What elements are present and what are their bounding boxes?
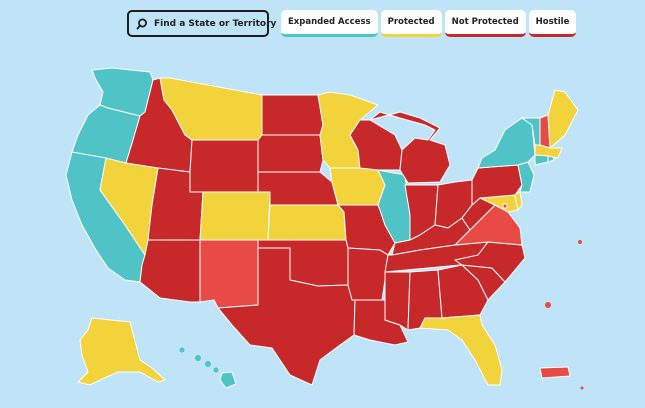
state-ia[interactable] xyxy=(329,167,386,206)
legend-expanded-access[interactable]: Expanded Access xyxy=(281,10,378,37)
legend-not-protected[interactable]: Not Protected xyxy=(444,10,526,37)
search-field[interactable]: Find a State or Territory xyxy=(127,10,276,37)
state-de[interactable] xyxy=(514,191,523,211)
state-mi[interactable] xyxy=(369,111,451,184)
state-co[interactable] xyxy=(199,191,271,241)
state-fl[interactable] xyxy=(419,314,503,386)
state-nc[interactable] xyxy=(454,241,526,283)
state-sd[interactable] xyxy=(257,134,324,173)
state-nm[interactable] xyxy=(199,239,259,309)
territory-islands xyxy=(545,240,584,390)
state-la[interactable] xyxy=(351,299,409,346)
legend-protected[interactable]: Protected xyxy=(380,10,442,37)
state-pr[interactable] xyxy=(539,366,571,379)
state-wi[interactable] xyxy=(349,119,403,171)
state-wy[interactable] xyxy=(189,139,259,193)
state-nd[interactable] xyxy=(261,94,324,136)
state-me[interactable] xyxy=(547,89,579,149)
state-ms[interactable] xyxy=(384,271,411,331)
state-ny[interactable] xyxy=(477,117,536,169)
state-ar[interactable] xyxy=(347,247,389,301)
search-label: Find a State or Territory xyxy=(154,18,277,29)
legend: Expanded Access Protected Not Protected … xyxy=(281,10,577,39)
state-tx[interactable] xyxy=(217,247,356,386)
state-ct[interactable] xyxy=(534,154,549,166)
state-ne[interactable] xyxy=(257,171,339,206)
search-icon xyxy=(136,18,147,30)
legend-hostile[interactable]: Hostile xyxy=(528,10,577,37)
state-hi[interactable] xyxy=(179,347,237,389)
state-ri[interactable] xyxy=(547,155,555,163)
state-dc[interactable] xyxy=(502,203,508,209)
state-ks[interactable] xyxy=(267,204,347,241)
state-az[interactable] xyxy=(139,239,201,303)
state-ak[interactable] xyxy=(77,317,166,386)
